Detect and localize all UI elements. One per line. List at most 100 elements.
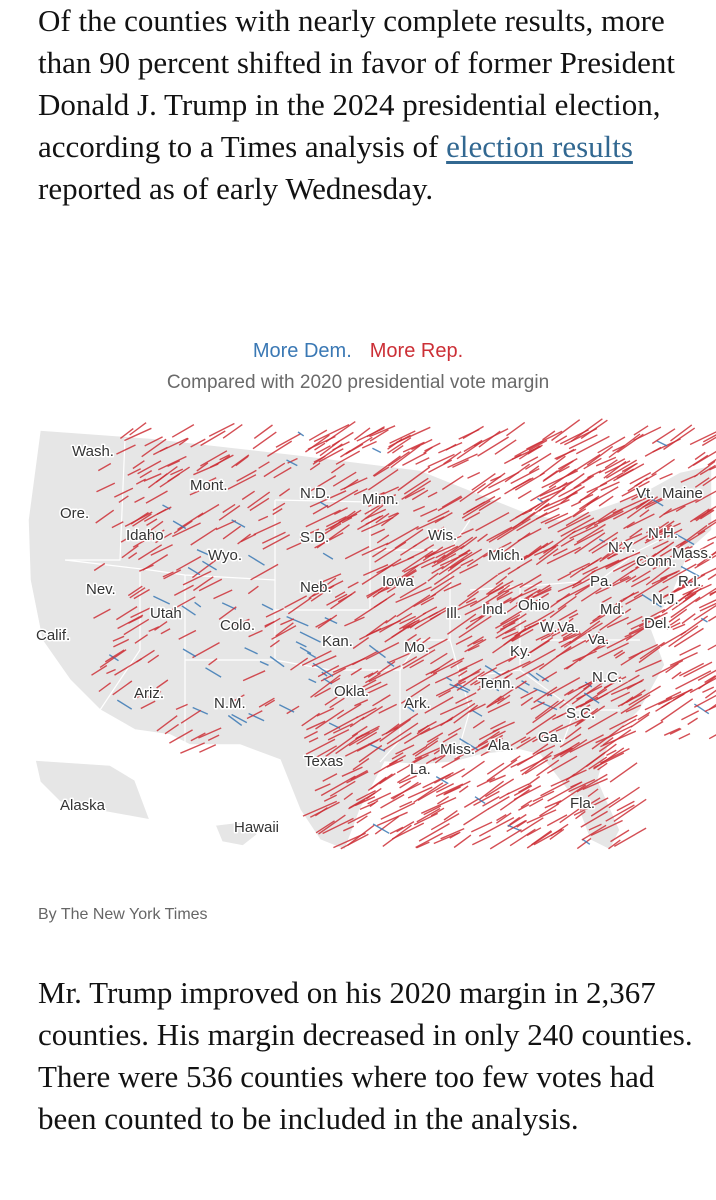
rep-shift-arrow	[458, 590, 480, 607]
rep-shift-arrow	[518, 784, 532, 793]
rep-shift-arrow	[516, 558, 533, 569]
rep-shift-arrow	[458, 670, 468, 677]
rep-shift-arrow	[387, 652, 411, 664]
county-arrows	[91, 418, 716, 850]
rep-shift-arrow	[629, 561, 648, 573]
rep-shift-arrow	[430, 812, 460, 831]
dem-shift-arrow	[299, 631, 321, 643]
rep-shift-arrow	[541, 671, 558, 682]
rep-shift-arrow	[504, 582, 524, 593]
rep-shift-arrow	[116, 606, 138, 621]
rep-shift-arrow	[346, 771, 369, 784]
rep-shift-arrow	[356, 427, 385, 442]
rep-shift-arrow	[169, 729, 193, 744]
rep-shift-arrow	[262, 534, 291, 550]
rep-shift-arrow	[463, 798, 479, 809]
rep-shift-arrow	[697, 669, 716, 682]
state-label: S.D.	[300, 529, 329, 546]
rep-shift-arrow	[501, 660, 531, 676]
rep-shift-arrow	[621, 555, 648, 573]
rep-shift-arrow	[314, 532, 344, 549]
rep-shift-arrow	[639, 509, 650, 518]
dem-shift-arrow	[406, 705, 415, 713]
rep-shift-arrow	[561, 628, 575, 637]
rep-shift-arrow	[446, 613, 477, 635]
rep-shift-arrow	[367, 792, 392, 805]
rep-shift-arrow	[560, 739, 588, 758]
rep-shift-arrow	[350, 769, 368, 781]
rep-shift-arrow	[606, 616, 629, 629]
dem-shift-arrow	[202, 560, 217, 571]
rep-shift-arrow	[313, 423, 350, 443]
rep-shift-arrow	[200, 450, 228, 467]
rep-shift-arrow	[615, 651, 626, 659]
rep-shift-arrow	[365, 672, 381, 684]
dem-shift-arrow	[474, 796, 486, 804]
rep-shift-arrow	[490, 720, 506, 730]
rep-shift-arrow	[252, 431, 277, 450]
state-label: Vt.	[636, 485, 654, 502]
legend-note: Compared with 2020 presidential vote mar…	[166, 372, 550, 393]
rep-shift-arrow	[404, 487, 426, 500]
rep-shift-arrow	[557, 457, 578, 470]
rep-shift-arrow	[433, 554, 446, 565]
rep-shift-arrow	[361, 440, 377, 449]
rep-shift-arrow	[478, 597, 512, 619]
rep-shift-arrow	[132, 537, 150, 548]
rep-shift-arrow	[668, 608, 688, 623]
rep-shift-arrow	[595, 456, 617, 467]
rep-shift-arrow	[449, 831, 461, 839]
rep-shift-arrow	[579, 797, 601, 811]
rep-shift-arrow	[262, 531, 286, 544]
rep-shift-arrow	[301, 650, 332, 667]
rep-shift-arrow	[440, 827, 465, 840]
legend: More Dem. More Rep.	[0, 340, 716, 363]
rep-shift-arrow	[693, 694, 716, 708]
rep-shift-arrow	[662, 563, 697, 584]
rep-shift-arrow	[310, 674, 341, 698]
rep-shift-arrow	[509, 592, 523, 604]
intro-text-after-link: reported as of early Wednesday.	[38, 171, 434, 206]
rep-shift-arrow	[568, 434, 598, 450]
rep-shift-arrow	[524, 759, 549, 775]
rep-shift-arrow	[543, 499, 570, 512]
rep-shift-arrow	[402, 649, 436, 670]
rep-shift-arrow	[504, 628, 516, 635]
state-label: Ala.	[488, 737, 514, 754]
rep-shift-arrow	[453, 834, 472, 849]
rep-shift-arrow	[607, 544, 630, 560]
rep-shift-arrow	[340, 450, 351, 458]
rep-shift-arrow	[457, 600, 478, 611]
rep-shift-arrow	[460, 558, 474, 567]
rep-shift-arrow	[313, 455, 326, 463]
rep-shift-arrow	[302, 800, 338, 817]
dem-shift-arrow	[700, 617, 708, 623]
rep-shift-arrow	[488, 580, 514, 596]
rep-shift-arrow	[559, 808, 580, 824]
election-results-link[interactable]: election results	[446, 129, 633, 164]
rep-shift-arrow	[515, 662, 545, 680]
rep-shift-arrow	[518, 445, 541, 460]
rep-shift-arrow	[387, 438, 403, 450]
rep-shift-arrow	[312, 443, 343, 465]
rep-shift-arrow	[528, 465, 540, 474]
rep-shift-arrow	[571, 682, 604, 705]
rep-shift-arrow	[692, 450, 716, 467]
rep-shift-arrow	[616, 433, 644, 453]
rep-shift-arrow	[615, 592, 635, 607]
rep-shift-arrow	[414, 613, 441, 630]
rep-shift-arrow	[354, 598, 388, 621]
rep-shift-arrow	[555, 718, 584, 732]
state-label: N.Y.	[608, 539, 635, 556]
rep-shift-arrow	[315, 820, 335, 834]
rep-shift-arrow	[496, 591, 513, 601]
rep-shift-arrow	[644, 696, 673, 711]
rep-shift-arrow	[273, 466, 292, 479]
rep-shift-arrow	[349, 679, 377, 695]
rep-shift-arrow	[152, 446, 168, 456]
state-label: N.J.	[652, 591, 679, 608]
rep-shift-arrow	[393, 713, 419, 731]
rep-shift-arrow	[467, 644, 480, 652]
rep-shift-arrow	[400, 683, 431, 704]
rep-shift-arrow	[503, 627, 527, 646]
